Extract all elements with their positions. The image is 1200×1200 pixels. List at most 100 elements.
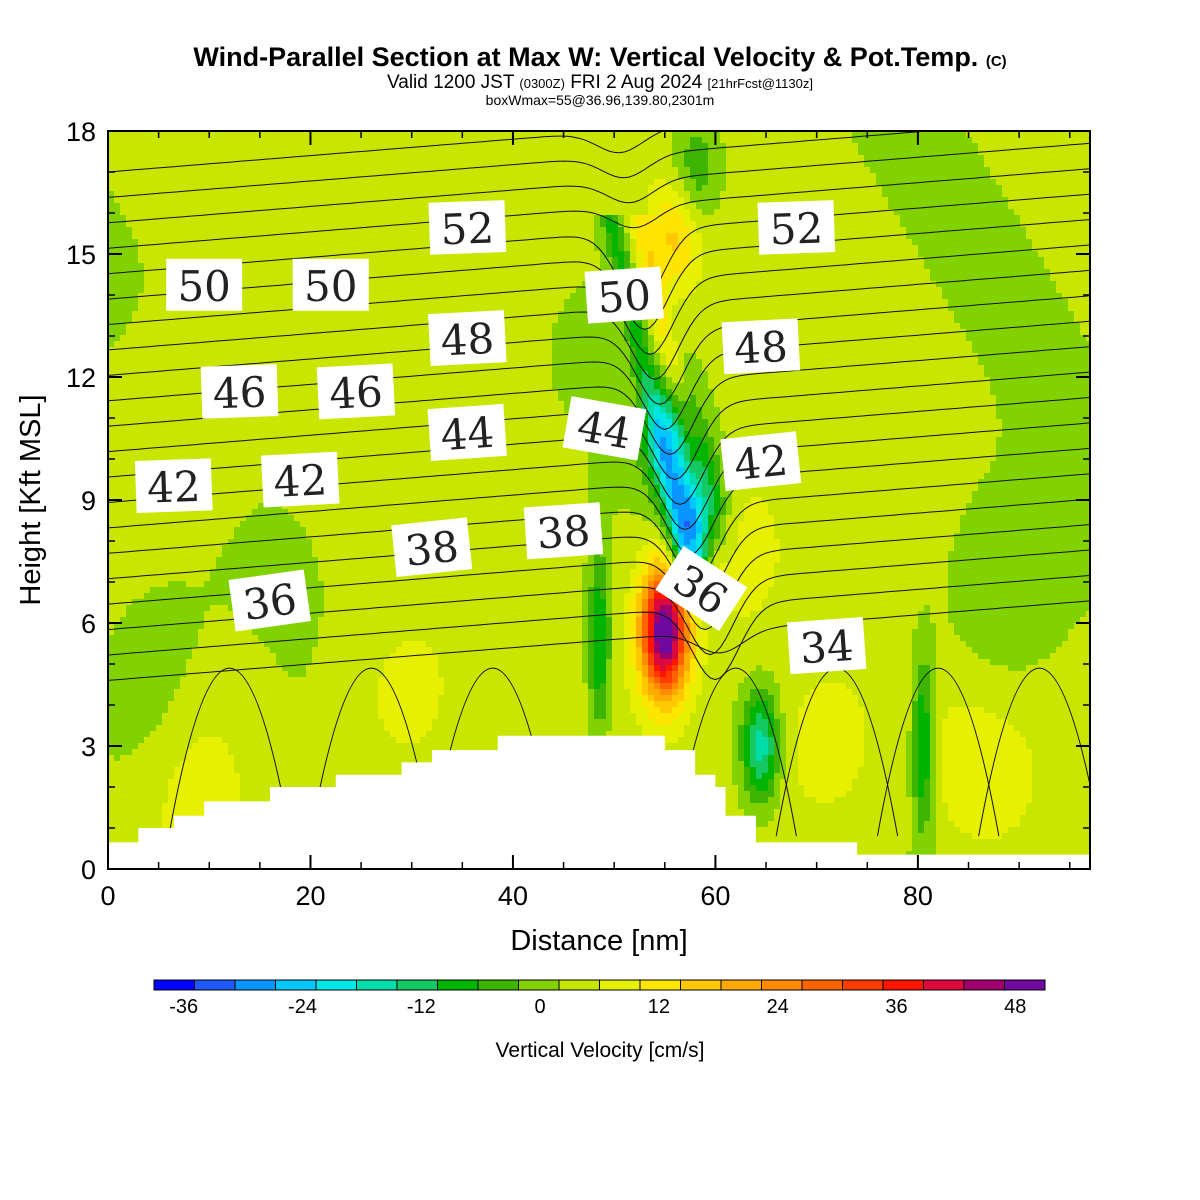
velocity-cell <box>126 215 133 222</box>
velocity-cell <box>336 575 343 582</box>
velocity-cell <box>234 449 241 456</box>
velocity-cell <box>234 527 241 534</box>
velocity-cell <box>330 431 337 438</box>
velocity-cell <box>180 791 187 798</box>
velocity-cell <box>108 533 115 540</box>
velocity-cell <box>126 491 133 498</box>
velocity-cell <box>126 149 133 156</box>
velocity-cell <box>234 707 241 714</box>
velocity-cell <box>264 167 271 174</box>
velocity-cell <box>264 755 271 762</box>
velocity-cell <box>342 425 349 432</box>
velocity-cell <box>246 305 253 312</box>
velocity-cell <box>300 779 307 786</box>
velocity-cell <box>276 689 283 696</box>
velocity-cell <box>180 455 187 462</box>
velocity-cell <box>156 143 163 150</box>
velocity-cell <box>180 767 187 774</box>
velocity-cell <box>138 281 145 288</box>
velocity-cell <box>138 413 145 420</box>
velocity-cell <box>210 695 217 702</box>
velocity-cell <box>228 461 235 468</box>
velocity-cell <box>324 779 331 786</box>
velocity-cell <box>210 773 217 780</box>
velocity-cell <box>324 755 331 762</box>
velocity-cell <box>198 341 205 348</box>
velocity-cell <box>252 419 259 426</box>
velocity-cell <box>234 731 241 738</box>
velocity-cell <box>294 623 301 630</box>
velocity-cell <box>150 533 157 540</box>
velocity-cell <box>150 593 157 600</box>
velocity-cell <box>252 701 259 708</box>
velocity-cell <box>114 695 121 702</box>
velocity-cell <box>240 281 247 288</box>
velocity-cell <box>174 203 181 210</box>
velocity-cell <box>126 245 133 252</box>
velocity-cell <box>282 641 289 648</box>
velocity-cell <box>210 155 217 162</box>
velocity-cell <box>192 377 199 384</box>
velocity-cell <box>114 647 121 654</box>
velocity-cell <box>306 647 313 654</box>
velocity-cell <box>138 647 145 654</box>
velocity-cell <box>330 233 337 240</box>
velocity-cell <box>288 749 295 756</box>
velocity-cell <box>258 185 265 192</box>
velocity-cell <box>336 665 343 672</box>
velocity-cell <box>294 635 301 642</box>
velocity-cell <box>246 659 253 666</box>
velocity-cell <box>162 353 169 360</box>
velocity-cell <box>342 443 349 450</box>
velocity-cell <box>270 161 277 168</box>
velocity-cell <box>264 263 271 270</box>
velocity-cell <box>198 671 205 678</box>
velocity-cell <box>288 713 295 720</box>
velocity-cell <box>234 353 241 360</box>
velocity-cell <box>330 515 337 522</box>
velocity-cell <box>150 215 157 222</box>
velocity-cell <box>150 665 157 672</box>
velocity-cell <box>126 335 133 342</box>
velocity-cell <box>294 641 301 648</box>
velocity-cell <box>282 677 289 684</box>
velocity-cell <box>150 707 157 714</box>
velocity-cell <box>264 743 271 750</box>
velocity-cell <box>186 209 193 216</box>
velocity-cell <box>150 329 157 336</box>
velocity-cell <box>108 353 115 360</box>
velocity-cell <box>174 245 181 252</box>
velocity-cell <box>330 701 337 708</box>
velocity-cell <box>120 587 127 594</box>
velocity-cell <box>336 221 343 228</box>
velocity-cell <box>216 239 223 246</box>
velocity-cell <box>306 359 313 366</box>
velocity-cell <box>120 263 127 270</box>
velocity-cell <box>228 239 235 246</box>
velocity-cell <box>108 341 115 348</box>
velocity-cell <box>168 419 175 426</box>
velocity-cell <box>168 551 175 558</box>
velocity-cell <box>240 461 247 468</box>
velocity-cell <box>282 167 289 174</box>
velocity-cell <box>270 521 277 528</box>
velocity-cell <box>186 245 193 252</box>
velocity-cell <box>222 347 229 354</box>
velocity-cell <box>258 641 265 648</box>
velocity-cell <box>120 203 127 210</box>
velocity-cell <box>138 251 145 258</box>
velocity-cell <box>168 413 175 420</box>
velocity-cell <box>156 377 163 384</box>
velocity-cell <box>288 773 295 780</box>
velocity-cell <box>204 329 211 336</box>
velocity-cell <box>336 743 343 750</box>
velocity-cell <box>174 551 181 558</box>
velocity-cell <box>132 719 139 726</box>
velocity-cell <box>252 491 259 498</box>
velocity-cell <box>264 779 271 786</box>
velocity-cell <box>222 677 229 684</box>
velocity-cell <box>300 311 307 318</box>
velocity-cell <box>138 209 145 216</box>
velocity-cell <box>126 239 133 246</box>
velocity-cell <box>276 287 283 294</box>
